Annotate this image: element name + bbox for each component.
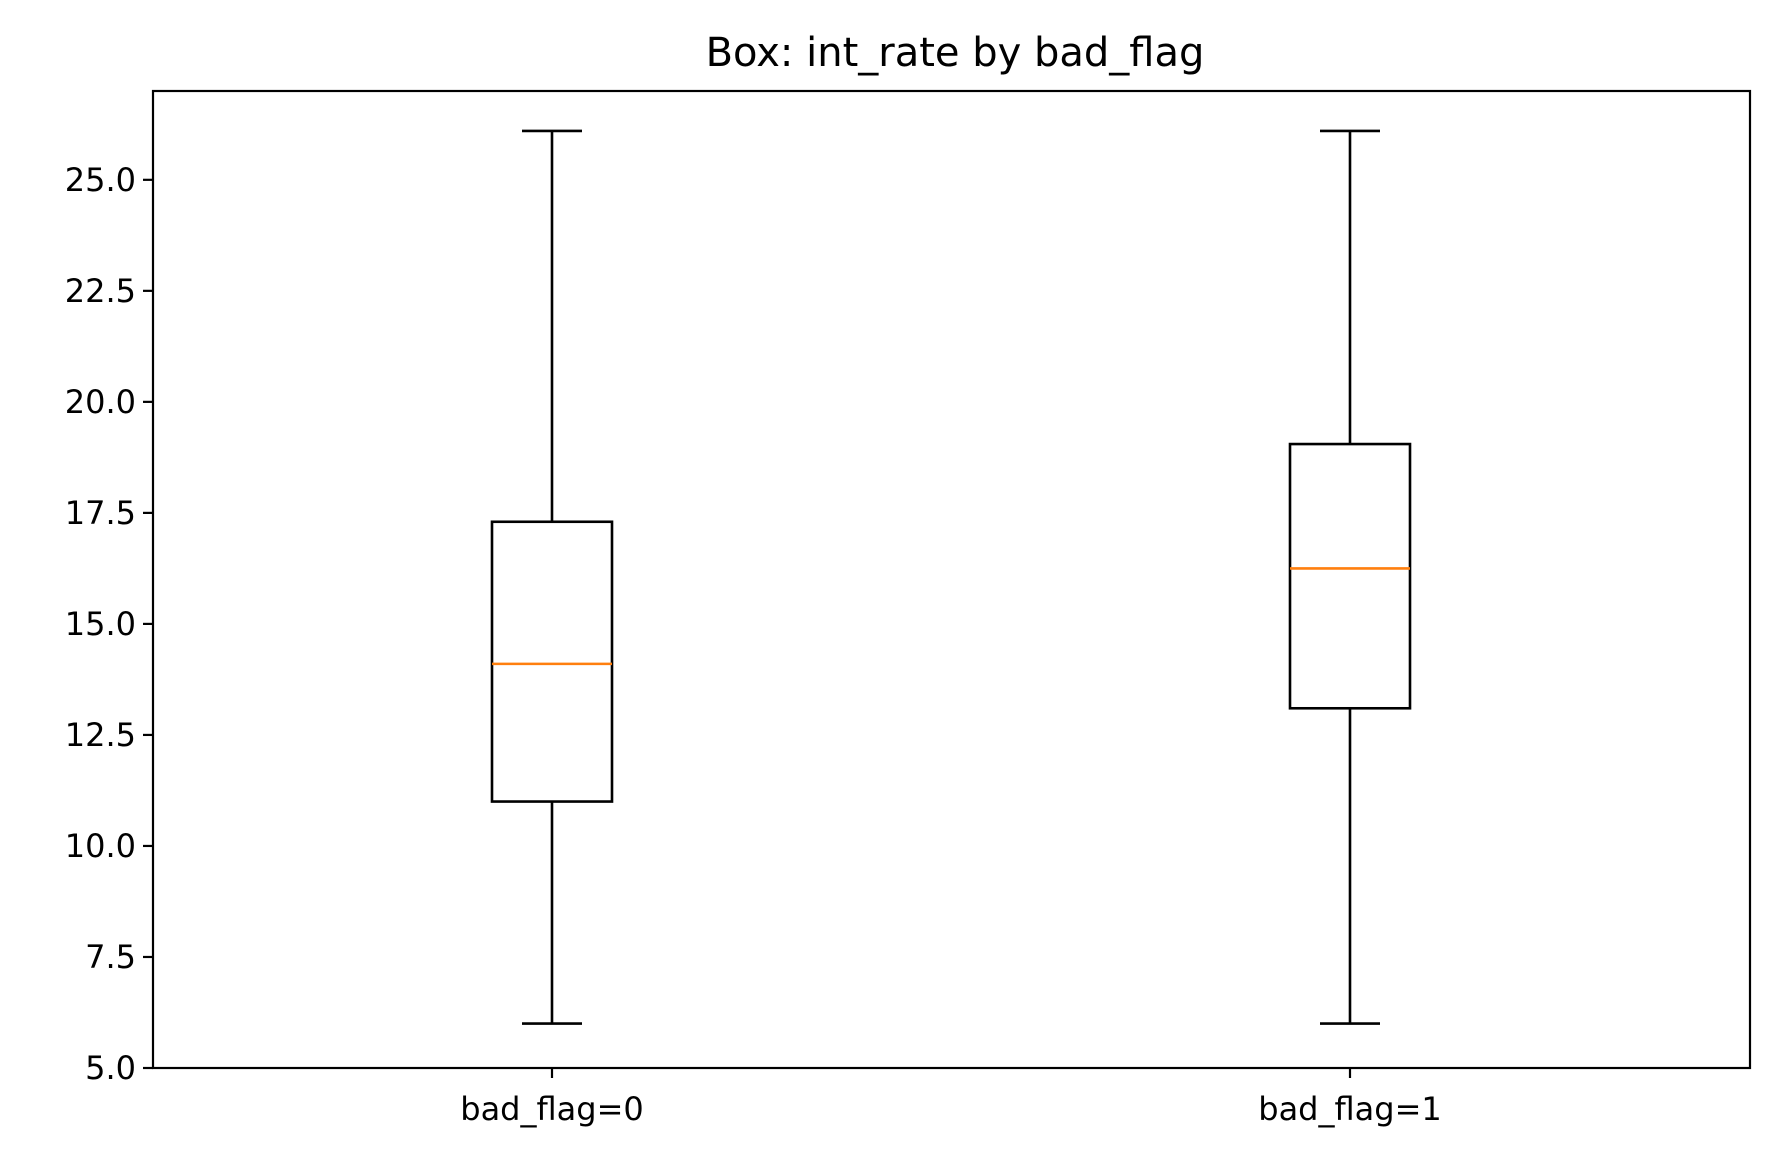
iqr-box (490, 520, 614, 803)
plot-area-frame (151, 89, 1752, 1070)
y-tick-label: 10.0 (65, 827, 136, 865)
y-tick-label: 22.5 (65, 272, 136, 310)
y-tick-label: 25.0 (65, 161, 136, 199)
chart-title: Box: int_rate by bad_flag (706, 30, 1205, 76)
x-tick-label: bad_flag=0 (460, 1090, 643, 1128)
y-tick-label: 5.0 (85, 1049, 136, 1087)
y-tick-label: 17.5 (65, 494, 136, 532)
y-tick-label: 7.5 (85, 938, 136, 976)
y-tick-label: 15.0 (65, 605, 136, 643)
x-axis: bad_flag=0 bad_flag=1 (460, 1068, 1442, 1128)
box-plot-series (490, 129, 1412, 1025)
iqr-box (1288, 442, 1412, 710)
box-group (1288, 129, 1412, 1025)
box-group (490, 129, 614, 1025)
y-axis: 5.0 7.5 10.0 12.5 15.0 17.5 20.0 22.5 25.0 (65, 161, 153, 1087)
y-tick-label: 12.5 (65, 716, 136, 754)
y-tick-label: 20.0 (65, 383, 136, 421)
x-tick-label: bad_flag=1 (1258, 1090, 1441, 1128)
